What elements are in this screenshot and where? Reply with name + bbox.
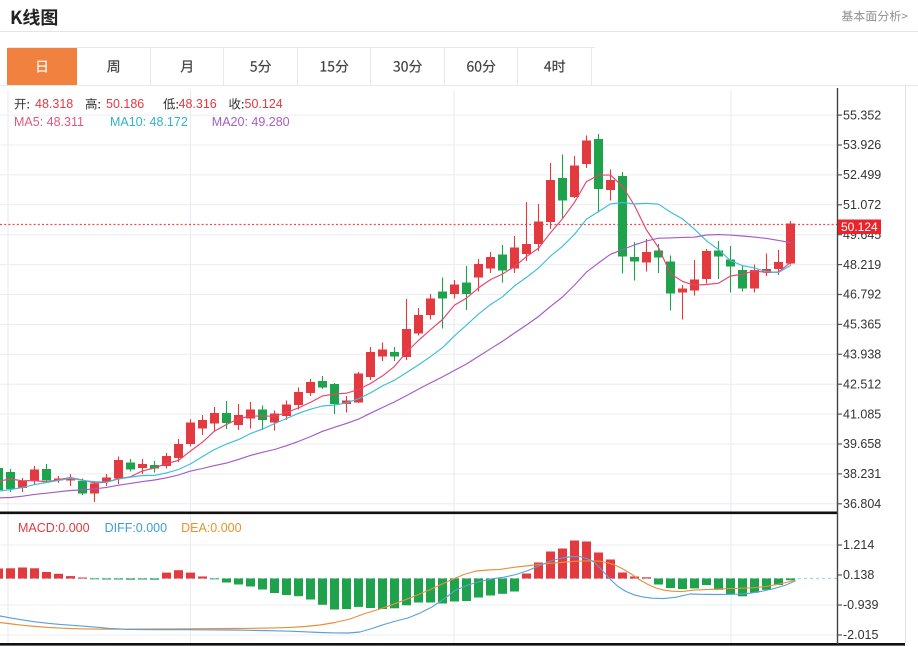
svg-text:42.512: 42.512 bbox=[843, 377, 881, 391]
svg-text:52.499: 52.499 bbox=[843, 168, 881, 182]
svg-text:38.231: 38.231 bbox=[843, 467, 881, 481]
svg-text:55.352: 55.352 bbox=[843, 108, 881, 122]
svg-text:-2.015: -2.015 bbox=[843, 628, 878, 642]
svg-text:48.219: 48.219 bbox=[843, 258, 881, 272]
svg-text:50.124: 50.124 bbox=[841, 220, 878, 234]
svg-text:45.365: 45.365 bbox=[843, 318, 881, 332]
svg-text:0.138: 0.138 bbox=[843, 568, 874, 582]
svg-text:53.926: 53.926 bbox=[843, 138, 881, 152]
svg-text:43.938: 43.938 bbox=[843, 348, 881, 362]
svg-text:46.792: 46.792 bbox=[843, 288, 881, 302]
svg-text:51.072: 51.072 bbox=[843, 198, 881, 212]
svg-text:-0.939: -0.939 bbox=[843, 598, 878, 612]
svg-text:1.214: 1.214 bbox=[843, 538, 874, 552]
svg-text:36.804: 36.804 bbox=[843, 497, 881, 511]
svg-text:41.085: 41.085 bbox=[843, 407, 881, 421]
svg-text:39.658: 39.658 bbox=[843, 437, 881, 451]
